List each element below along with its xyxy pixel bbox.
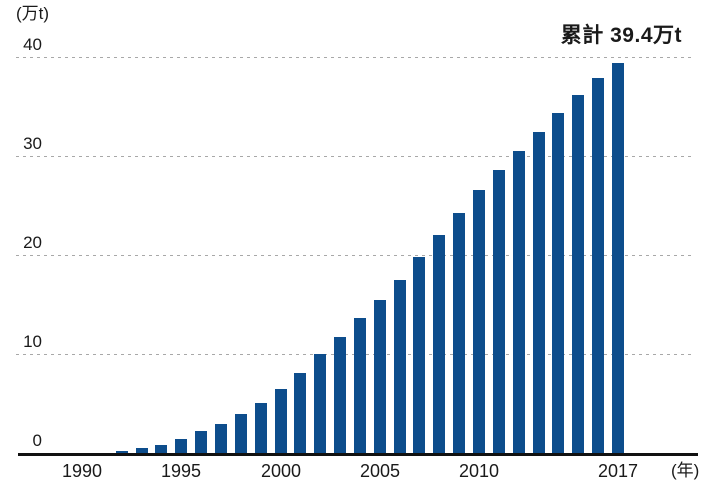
cumulative-total-annotation: 累計 39.4万t — [560, 24, 682, 47]
bar-1995 — [175, 439, 187, 453]
bar-2003 — [334, 337, 346, 453]
bar-2014 — [552, 113, 564, 453]
bar-2009 — [453, 213, 465, 453]
bar-1993 — [136, 448, 148, 453]
x-axis-unit-label: (年) — [671, 461, 700, 480]
gridline-y-30 — [16, 156, 694, 157]
bar-2013 — [533, 132, 545, 453]
x-tick-label-1990: 1990 — [61, 461, 103, 481]
x-tick-label-2010: 2010 — [458, 461, 500, 481]
bar-1999 — [255, 403, 267, 453]
bar-2012 — [513, 151, 525, 453]
bar-2015 — [572, 95, 584, 453]
bar-1997 — [215, 424, 227, 453]
bar-2017 — [612, 63, 624, 453]
bar-2002 — [314, 354, 326, 453]
y-tick-label: 10 — [23, 332, 42, 351]
y-axis-unit-label: (万t) — [16, 4, 50, 23]
x-tick-label-2000: 2000 — [260, 461, 302, 481]
bar-2010 — [473, 190, 485, 453]
bar-1998 — [235, 414, 247, 453]
x-tick-label-2005: 2005 — [359, 461, 401, 481]
bar-2007 — [413, 257, 425, 453]
y-tick-label: 30 — [23, 134, 42, 153]
bar-2004 — [354, 318, 366, 453]
bar-2011 — [493, 170, 505, 453]
bar-1994 — [155, 445, 167, 453]
bar-2016 — [592, 78, 604, 453]
gridline-y-40 — [16, 57, 694, 58]
y-tick-label: 40 — [23, 35, 42, 54]
x-tick-label-2017: 2017 — [597, 461, 639, 481]
bar-2000 — [275, 389, 287, 453]
x-tick-label-1995: 1995 — [160, 461, 202, 481]
bar-1996 — [195, 431, 207, 453]
y-tick-label: 20 — [23, 233, 42, 252]
bar-2006 — [394, 280, 406, 453]
bar-1992 — [116, 451, 128, 453]
x-axis-line — [18, 453, 698, 456]
bar-2005 — [374, 300, 386, 453]
bar-2001 — [294, 373, 306, 453]
gridline-y-20 — [16, 255, 694, 256]
bar-2008 — [433, 235, 445, 453]
y-tick-label: 0 — [32, 431, 42, 450]
